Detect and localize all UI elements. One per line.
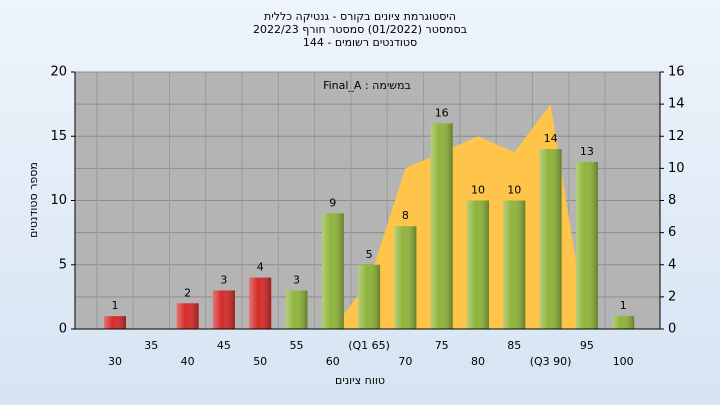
y-axis-label: מספר סטודנטים <box>27 162 40 238</box>
x-tick-label: 35 <box>144 339 158 352</box>
bar-shade <box>321 213 344 329</box>
y2-tick-label: 8 <box>668 193 676 208</box>
bar-shade <box>430 123 453 330</box>
y2-tick-label: 12 <box>668 129 685 144</box>
data-label: 9 <box>329 196 336 209</box>
x-tick-label: 70 <box>398 355 412 368</box>
bar-shade <box>285 290 308 329</box>
bar-shade <box>249 277 272 329</box>
data-label: 3 <box>220 273 227 286</box>
x-tick-label: 40 <box>181 355 195 368</box>
data-label: 2 <box>184 286 191 299</box>
x-tick-label: 50 <box>253 355 267 368</box>
y-tick-label: 5 <box>59 257 67 272</box>
data-label: 8 <box>402 209 409 222</box>
y2-tick-label: 14 <box>668 97 685 112</box>
chart-title: היסטוגרמת ציונים בקורס - גנטיקה כללית <box>264 10 456 23</box>
y2-tick-label: 2 <box>668 289 676 304</box>
chart-subtitle: סטודנטים רשומים - 144 <box>303 36 417 49</box>
bar-shade <box>575 161 598 329</box>
x-tick-label: 45 <box>217 339 231 352</box>
y2-tick-label: 10 <box>668 161 685 176</box>
bar-shade <box>612 316 635 329</box>
data-label: 1 <box>620 299 627 312</box>
data-label: 4 <box>257 261 264 274</box>
x-tick-label: 85 <box>507 339 521 352</box>
data-label: 13 <box>580 145 594 158</box>
bar-shade <box>467 200 489 329</box>
data-label: 16 <box>435 106 449 119</box>
x-tick-label: 100 <box>613 355 634 368</box>
x-tick-label: (Q3 90) <box>530 355 572 368</box>
y-tick-label: 20 <box>50 65 67 80</box>
data-label: 3 <box>293 273 300 286</box>
y2-tick-label: 0 <box>668 322 676 337</box>
data-label: 10 <box>507 184 521 197</box>
bar-shade <box>104 316 126 329</box>
bar-shade <box>394 226 417 329</box>
data-label: 14 <box>544 132 558 145</box>
data-label: 5 <box>366 248 373 261</box>
y2-tick-label: 16 <box>668 65 685 80</box>
bar-shade <box>503 200 526 329</box>
data-label: 1 <box>112 299 119 312</box>
x-tick-label: 30 <box>108 355 122 368</box>
chart-subtitle: בסמסטר (01/2022) סמסטר חורף 2022/23 <box>253 23 467 36</box>
x-tick-label: (Q1 65) <box>348 339 390 352</box>
y2-tick-label: 4 <box>668 257 676 272</box>
x-tick-label: 60 <box>326 355 340 368</box>
bar-shade <box>358 264 381 329</box>
bar-shade <box>176 303 199 329</box>
data-label: 10 <box>471 184 485 197</box>
bar-shade <box>212 290 235 329</box>
x-tick-label: 80 <box>471 355 485 368</box>
y2-tick-label: 6 <box>668 225 676 240</box>
bar-shade <box>539 149 562 329</box>
x-tick-label: 95 <box>580 339 594 352</box>
y-tick-label: 0 <box>59 322 67 337</box>
x-axis-label: טווח ציונים <box>335 374 385 387</box>
annotation: במשימה : Final_A <box>323 79 411 92</box>
y-tick-label: 10 <box>50 193 67 208</box>
x-tick-label: 75 <box>435 339 449 352</box>
y-tick-label: 15 <box>50 129 67 144</box>
x-tick-label: 55 <box>290 339 304 352</box>
